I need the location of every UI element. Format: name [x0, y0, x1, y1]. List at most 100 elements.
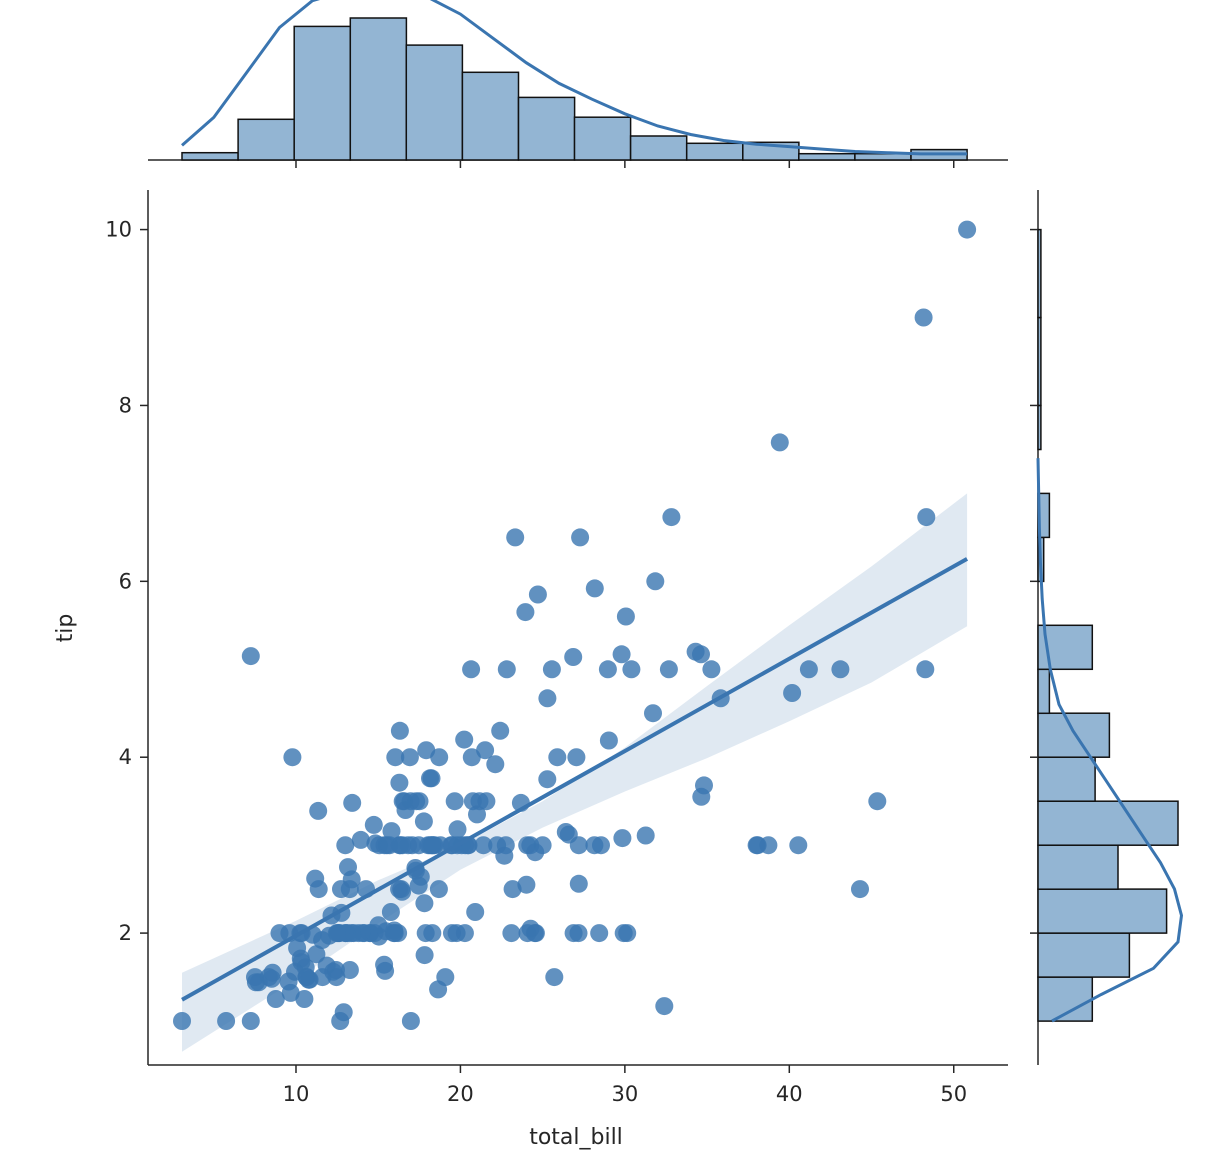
scatter-point [503, 880, 522, 899]
scatter-point [340, 961, 359, 979]
scatter-point [421, 836, 439, 855]
scatter-point [429, 880, 448, 899]
scatter-point [334, 1003, 353, 1022]
top-hist-bar [349, 17, 408, 161]
scatter-point [217, 1012, 236, 1030]
scatter-point [868, 792, 887, 811]
scatter-point [496, 836, 515, 855]
scatter-point [783, 684, 802, 702]
scatter-point [390, 836, 409, 855]
scatter-point [455, 730, 474, 749]
right-hist-bar [1037, 404, 1042, 451]
scatter-point [466, 903, 485, 921]
scatter-point [526, 924, 545, 943]
right-marginal-histogram [1030, 190, 1184, 1065]
scatter-point [477, 792, 496, 811]
scatter-point [411, 867, 430, 886]
scatter-point [283, 748, 302, 767]
x-tick-label: 50 [940, 1082, 967, 1106]
scatter-point [799, 660, 818, 679]
scatter-point [517, 875, 536, 894]
scatter-point [770, 433, 789, 452]
scatter-point [636, 826, 655, 845]
scatter-point [462, 660, 481, 679]
top-marginal-histogram [148, 0, 1008, 168]
scatter-point [476, 741, 495, 760]
scatter-point [528, 585, 547, 604]
scatter-point [445, 792, 464, 811]
confidence-band-layer [182, 493, 968, 1052]
scatter-point [542, 660, 561, 679]
scatter-point [390, 721, 409, 740]
scatter-point [644, 704, 662, 723]
top-hist-bar [517, 96, 576, 161]
scatter-point [497, 660, 516, 679]
scatter-point [590, 924, 609, 943]
x-tick-label: 20 [447, 1082, 474, 1106]
y-tick-label: 2 [119, 921, 132, 945]
right-hist-bar [1037, 668, 1051, 715]
x-tick-label: 10 [283, 1082, 310, 1106]
top-hist-bar [685, 142, 744, 161]
scatter-point [598, 660, 617, 679]
scatter-point [538, 770, 557, 789]
scatter-point [569, 874, 588, 893]
scatter-point [538, 689, 557, 708]
right-hist-bar [1037, 888, 1168, 934]
scatter-point [410, 792, 429, 811]
scatter-point [455, 924, 474, 943]
scatter-point [241, 647, 260, 666]
scatter-point [567, 748, 586, 767]
scatter-point [422, 769, 441, 788]
scatter-point [571, 528, 590, 547]
scatter-point [415, 946, 434, 965]
scatter-point [585, 579, 604, 598]
x-tick-label: 30 [611, 1082, 638, 1106]
top-hist-bar [293, 25, 352, 161]
right-kde-curve [1036, 458, 1184, 1023]
scatter-point [430, 748, 449, 767]
scatter-point [389, 924, 408, 943]
scatter-point [309, 801, 328, 820]
scatter-point [281, 983, 300, 1002]
right-hist-bar [1037, 228, 1042, 319]
scatter-point [506, 528, 525, 547]
scatter-point [569, 836, 588, 855]
scatter-point [266, 990, 285, 1008]
scatter-point [831, 660, 850, 679]
scatter-point [295, 990, 314, 1008]
regression-confidence-band [182, 493, 968, 1052]
right-hist-bar [1037, 756, 1096, 802]
scatter-point [436, 968, 455, 987]
scatter-point [655, 997, 674, 1016]
top-hist-bar [629, 135, 688, 161]
scatter-point [393, 882, 412, 901]
scatter-point [622, 660, 641, 679]
scatter-point [307, 945, 326, 964]
scatter-point [521, 836, 540, 855]
scatter-point [448, 820, 467, 839]
right-hist-bar [1037, 316, 1042, 407]
scatter-point [545, 968, 564, 987]
scatter-point [423, 924, 442, 943]
scatter-point [592, 836, 610, 855]
scatter-point [659, 660, 678, 679]
scatter-point [662, 508, 681, 527]
y-tick-label: 6 [119, 569, 132, 593]
scatter-point [613, 829, 632, 848]
scatter-point [569, 924, 588, 943]
scatter-point [400, 748, 419, 767]
scatter-point [343, 793, 362, 812]
scatter-point [401, 1012, 420, 1030]
scatter-point [702, 660, 721, 679]
scatter-point [916, 660, 935, 679]
top-hist-bar [237, 118, 295, 161]
scatter-point [474, 836, 493, 855]
scatter-point [502, 924, 521, 943]
y-tick-label: 8 [119, 393, 132, 417]
scatter-point [376, 961, 395, 980]
top-hist-bar [461, 71, 520, 161]
scatter-point [612, 645, 631, 664]
regression-line-layer [181, 557, 969, 1002]
top-hist-bar [573, 116, 632, 161]
